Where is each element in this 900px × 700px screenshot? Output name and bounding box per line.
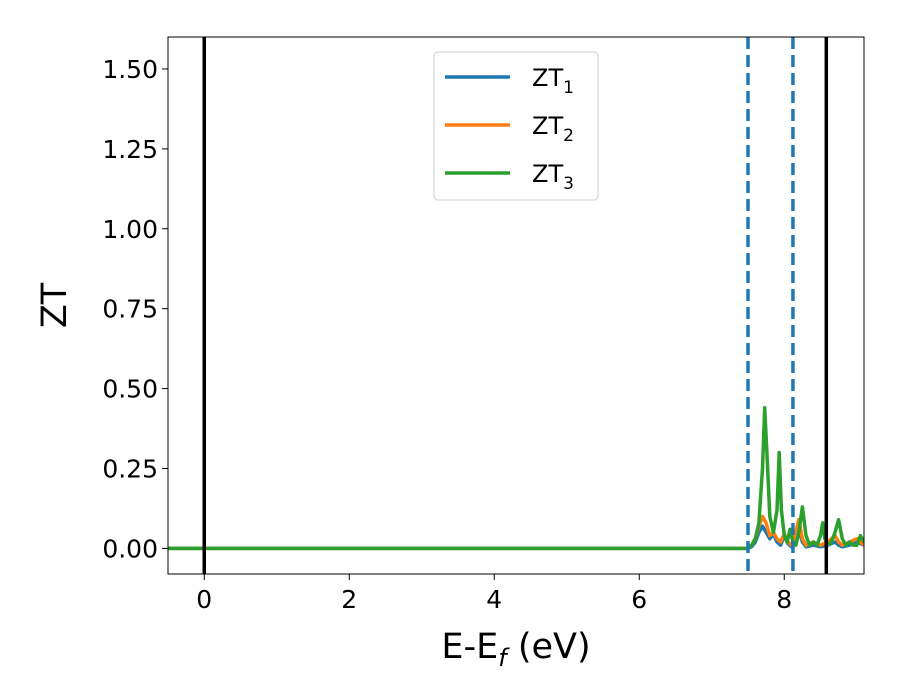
legend-label-sub: 2: [563, 126, 574, 146]
x-tick-label-1: 2: [341, 585, 357, 614]
y-tick-label-1: 0.25: [102, 455, 158, 484]
y-tick-label-6: 1.50: [102, 55, 158, 84]
legend-label-1: ZT1: [532, 64, 574, 98]
axis-ticks: 0 2 4 6 8 0.00 0.25 0.50 0.75 1.00 1.25 1.50: [102, 55, 792, 614]
legend-label-sub: 1: [563, 78, 574, 98]
x-axis-label: E-Ef (eV): [441, 627, 590, 672]
legend-label-2: ZT2: [532, 112, 574, 146]
x-tick-label-3: 6: [631, 585, 647, 614]
x-axis-label-unit: (eV): [507, 627, 591, 667]
y-axis-label: ZT: [35, 282, 75, 328]
y-tick-label-0: 0.00: [102, 534, 158, 563]
plot-area: [168, 37, 864, 574]
y-tick-label-2: 0.50: [102, 375, 158, 404]
series-line-3: [168, 406, 864, 551]
legend-label-main: ZT: [532, 64, 563, 92]
legend-label-main: ZT: [532, 160, 563, 188]
y-tick-label-4: 1.00: [102, 215, 158, 244]
y-tick-label-5: 1.25: [102, 135, 158, 164]
x-tick-label-4: 8: [776, 585, 792, 614]
legend-label-3: ZT3: [532, 160, 574, 194]
legend-box: [433, 51, 599, 201]
y-tick-label-3: 0.75: [102, 295, 158, 324]
x-tick-label-2: 4: [486, 585, 502, 614]
x-axis-label-main: E-E: [441, 627, 498, 667]
axes-frame: [167, 36, 865, 575]
legend-label-main: ZT: [532, 112, 563, 140]
legend-label-sub: 3: [563, 174, 574, 194]
x-tick-label-0: 0: [196, 585, 212, 614]
